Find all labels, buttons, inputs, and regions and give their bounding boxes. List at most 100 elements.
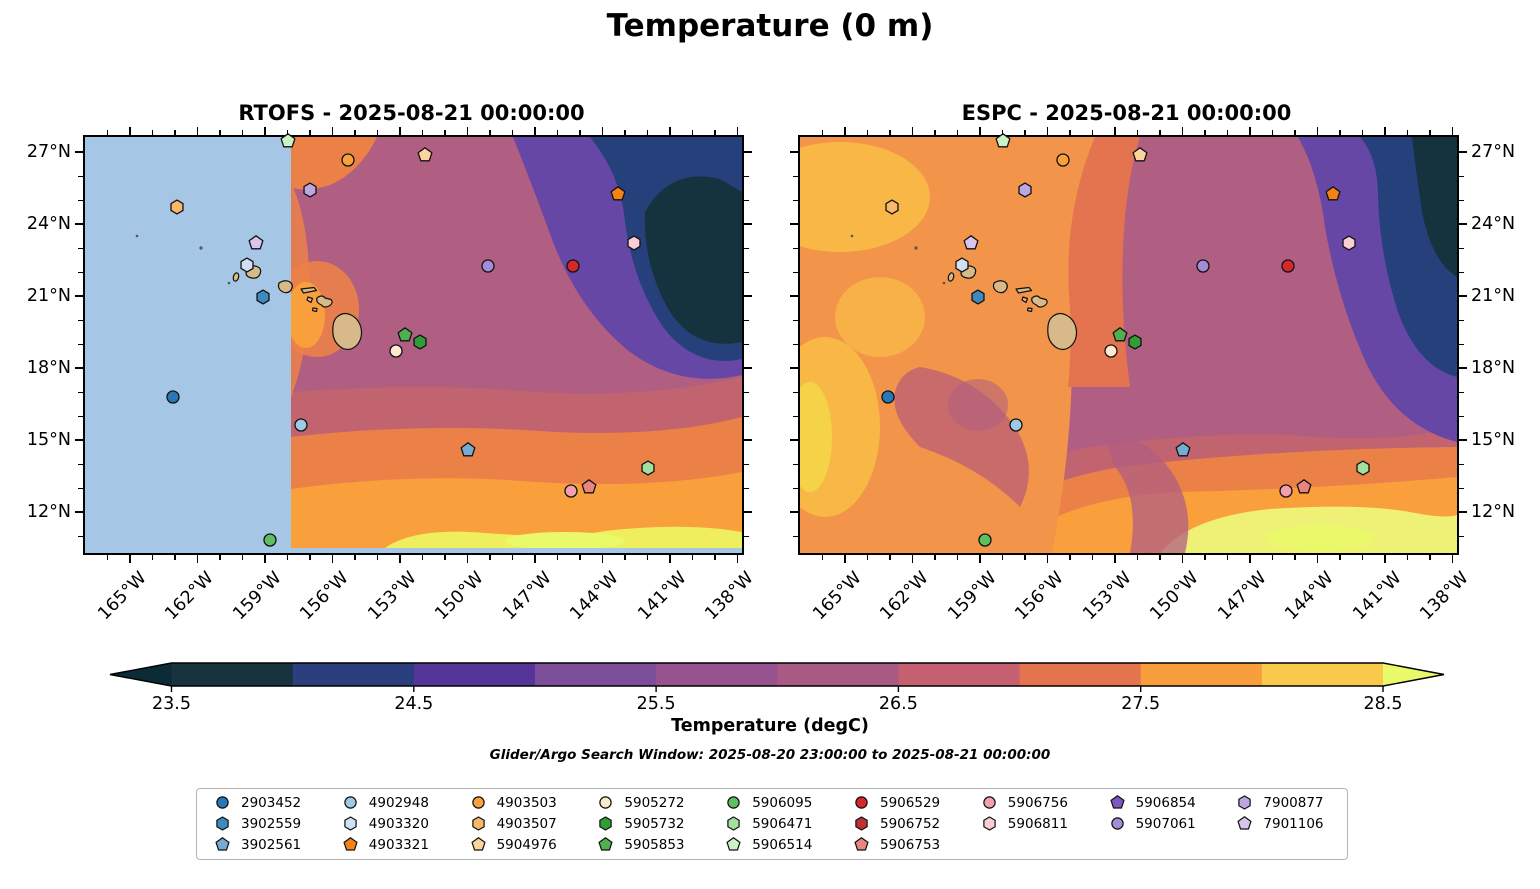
float-5906811-marker [1341, 235, 1357, 251]
x-major-tick [331, 127, 334, 135]
legend-float-id: 4903321 [368, 837, 429, 853]
y-minor-tick [1459, 271, 1464, 273]
legend-circle-symbol [343, 795, 358, 810]
x-minor-tick [174, 555, 176, 560]
legend-float-id: 5906811 [1007, 816, 1068, 832]
figure-title: Temperature (0 m) [606, 8, 934, 44]
x-minor-tick [714, 555, 716, 560]
x-major-tick [129, 555, 131, 563]
y-minor-tick [793, 271, 798, 273]
float-2903452-marker [880, 389, 896, 405]
x-major-tick [1114, 555, 1116, 563]
float-7900877-marker [302, 182, 318, 198]
x-minor-tick [1406, 130, 1409, 135]
y-minor-tick [793, 319, 798, 321]
y-major-tick [790, 439, 798, 441]
float-5906095-marker [262, 532, 278, 548]
legend-float-id: 3902561 [241, 837, 302, 853]
y-minor-tick [744, 247, 749, 249]
x-minor-tick [1136, 130, 1139, 135]
legend-float-id: 5906095 [752, 795, 813, 811]
colorbar-title: Temperature (degC) [671, 716, 869, 736]
x-minor-tick [1294, 130, 1296, 135]
x-minor-tick [511, 130, 514, 135]
x-major-tick [911, 127, 914, 135]
y-major-tick [744, 439, 752, 441]
map-panel-espc [798, 133, 1459, 555]
x-major-tick [129, 127, 131, 135]
y-minor-tick [1459, 199, 1464, 201]
x-minor-tick [1294, 555, 1296, 560]
legend-pentagon-symbol [726, 837, 741, 852]
x-major-tick [844, 127, 846, 135]
float-5906529-marker [565, 258, 581, 274]
x-minor-tick [421, 555, 424, 560]
y-tick-label: 21°N [26, 286, 71, 307]
x-minor-tick [934, 130, 936, 135]
y-minor-tick [793, 391, 798, 393]
y-major-tick [1459, 223, 1467, 225]
x-tick-label: 144°W [1281, 568, 1338, 625]
temperature-field-rtofs [85, 137, 742, 553]
legend-float-id: 4902948 [368, 795, 429, 811]
legend-circle-symbol [726, 795, 741, 810]
y-minor-tick [78, 271, 83, 273]
x-minor-tick [1159, 130, 1161, 135]
x-minor-tick [556, 130, 559, 135]
y-minor-tick [1459, 175, 1464, 177]
x-minor-tick [1429, 130, 1431, 135]
x-minor-tick [151, 130, 154, 135]
legend-pentagon-symbol [1237, 816, 1252, 831]
legend-float-id: 7901106 [1263, 816, 1324, 832]
colorbar-tick-label: 23.5 [152, 694, 191, 714]
x-minor-tick [286, 555, 289, 560]
x-tick-label: 144°W [566, 568, 623, 625]
legend-float-id: 5905732 [624, 816, 685, 832]
y-minor-tick [744, 271, 749, 273]
x-tick-label: 147°W [498, 568, 556, 625]
y-minor-tick [1459, 535, 1464, 537]
x-minor-tick [1406, 555, 1409, 560]
x-major-tick [1046, 127, 1049, 135]
y-major-tick [790, 151, 798, 153]
x-minor-tick [956, 130, 959, 135]
x-tick-label: 159°W [943, 568, 1001, 625]
x-tick-label: 159°W [228, 568, 286, 625]
y-major-tick [75, 511, 83, 513]
float-4903320-marker [239, 257, 255, 273]
x-tick-label: 153°W [363, 568, 421, 625]
x-minor-tick [106, 130, 109, 135]
legend-hexagon-symbol [1237, 795, 1252, 810]
float-7900877-marker [1017, 182, 1033, 198]
float-5906529-marker [1280, 258, 1296, 274]
x-minor-tick [1339, 555, 1341, 560]
float-5907061-marker [1195, 258, 1211, 274]
x-major-tick [1249, 555, 1251, 563]
float-5906514-marker [995, 133, 1011, 149]
y-minor-tick [793, 415, 798, 417]
x-minor-tick [241, 130, 244, 135]
x-minor-tick [241, 555, 244, 560]
y-tick-label: 18°N [26, 358, 71, 379]
y-minor-tick [78, 463, 83, 465]
x-minor-tick [354, 130, 356, 135]
float-4903321-marker [1325, 186, 1341, 202]
legend-pentagon-symbol [343, 837, 358, 852]
x-minor-tick [489, 130, 491, 135]
x-tick-label: 141°W [1348, 568, 1406, 625]
legend-hexagon-symbol [854, 816, 869, 831]
float-5906756-marker [1278, 483, 1294, 499]
y-major-tick [75, 151, 83, 153]
legend-float-id: 5906752 [880, 816, 941, 832]
float-5907061-marker [480, 258, 496, 274]
y-major-tick [744, 151, 752, 153]
x-major-tick [264, 555, 266, 563]
legend-hexagon-symbol [343, 816, 358, 831]
x-major-tick [669, 555, 671, 563]
x-minor-tick [1069, 130, 1071, 135]
float-5906471-marker [1355, 460, 1371, 476]
panel-title-rtofs: RTOFS - 2025-08-21 00:00:00 [238, 101, 585, 125]
legend-float-id: 5906854 [1135, 795, 1196, 811]
float-4902948-marker [293, 417, 309, 433]
y-minor-tick [793, 535, 798, 537]
